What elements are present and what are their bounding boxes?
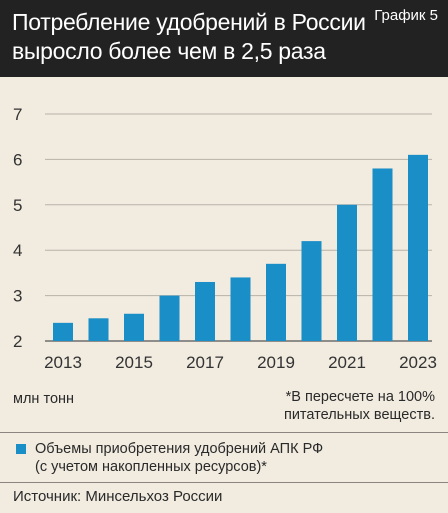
chart-header: Потребление удобрений в России выросло б… — [0, 0, 448, 77]
y-axis-ticks: 2 3 4 5 6 7 — [13, 105, 22, 351]
source-note: Источник: Минсельхоз России — [13, 488, 223, 505]
bar-2020 — [301, 241, 322, 341]
bar-2013 — [53, 322, 73, 341]
bar-2017 — [195, 281, 215, 341]
x-tick-label: 2021 — [328, 353, 366, 372]
bar-2016 — [159, 295, 180, 341]
bar-2021 — [337, 204, 357, 341]
legend-swatch — [16, 444, 26, 454]
units-label: млн тонн — [13, 391, 75, 407]
bar-2015 — [124, 313, 144, 341]
divider-bottom — [0, 482, 448, 483]
y-tick-label: 5 — [13, 196, 22, 215]
y-tick-label: 4 — [13, 241, 22, 260]
bar-2014 — [88, 318, 109, 341]
bar-2018 — [230, 277, 251, 341]
footnote: *В пересчете на 100% питательных веществ… — [283, 389, 435, 423]
x-tick-label: 2015 — [115, 353, 153, 372]
y-tick-label: 6 — [13, 150, 22, 169]
x-tick-label: 2019 — [257, 353, 295, 372]
y-tick-label: 7 — [13, 105, 22, 124]
y-tick-label: 3 — [13, 287, 22, 306]
x-tick-label: 2023 — [399, 353, 437, 372]
legend-label: Объемы приобретения удобрений АПК РФ (с … — [35, 441, 324, 475]
bar-2022 — [372, 168, 393, 341]
bars — [53, 154, 428, 341]
y-tick-label: 2 — [13, 332, 22, 351]
chart-number-badge: График 5 — [374, 7, 438, 24]
x-tick-label: 2013 — [44, 353, 82, 372]
bar-2019 — [266, 263, 286, 341]
bar-chart: 2 3 4 5 6 7 2013 2015 2017 2019 2021 2023 — [13, 105, 437, 372]
bar-2023 — [408, 154, 428, 341]
x-tick-label: 2017 — [186, 353, 224, 372]
chart-title: Потребление удобрений в России выросло б… — [12, 9, 366, 64]
x-axis-ticks: 2013 2015 2017 2019 2021 2023 — [44, 353, 437, 372]
divider-top — [0, 432, 448, 433]
